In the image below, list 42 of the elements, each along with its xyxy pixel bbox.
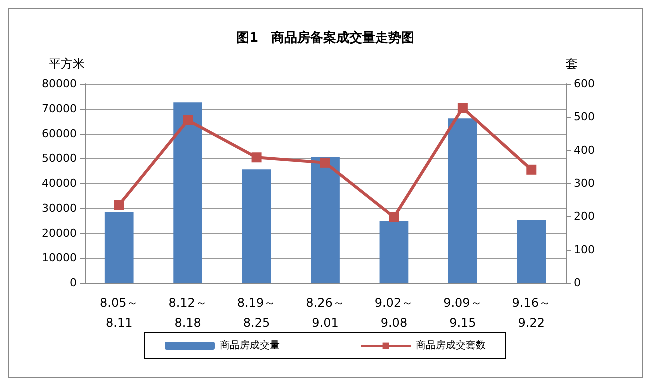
- y-tick-label: 60000: [42, 127, 77, 140]
- y-tick-label: 10000: [42, 252, 77, 265]
- y-tick-label: 20000: [42, 226, 77, 240]
- x-tick-label: 8.05～ 8.11: [100, 296, 139, 330]
- y-tick-label: 50000: [42, 152, 77, 166]
- bar: [448, 118, 478, 283]
- y2-tick-label: 600: [574, 78, 595, 90]
- bar: [380, 222, 409, 283]
- chart-title: 图1 商品房备案成交量走势图: [236, 30, 415, 46]
- y2-tick-label: 200: [574, 210, 595, 224]
- bar: [242, 170, 272, 283]
- y-tick-label: 0: [70, 276, 77, 290]
- legend-label: 商品房成交量: [220, 340, 280, 352]
- y2-tick-label: 0: [574, 276, 581, 290]
- y-tick-label: 40000: [42, 177, 77, 190]
- x-tick-label: 9.16～ 9.22: [512, 296, 551, 330]
- point: [252, 152, 262, 163]
- y2-tick-label: 100: [574, 243, 595, 256]
- point: [389, 212, 400, 222]
- y-tick-label: 70000: [42, 102, 77, 116]
- y2-tick-label: 400: [574, 144, 595, 157]
- y-tick-label: 80000: [42, 78, 77, 90]
- bar: [174, 102, 202, 283]
- legend-label: 商品房成交套数: [416, 340, 486, 352]
- point: [114, 200, 124, 210]
- x-tick-label: 8.26～ 9.01: [306, 296, 345, 330]
- bar: [311, 157, 340, 283]
- point: [320, 158, 330, 168]
- y2-tick-label: 300: [574, 177, 595, 190]
- x-tick-label: 8.19～ 8.25: [237, 296, 276, 330]
- bar: [517, 220, 546, 283]
- bar: [104, 212, 134, 283]
- y2-axis-title: 套: [566, 57, 578, 71]
- point: [526, 164, 537, 175]
- x-tick-label: 8.12～ 8.18: [168, 296, 208, 330]
- y-axis-title: 平方米: [49, 57, 85, 71]
- y-tick-label: 30000: [42, 202, 77, 215]
- y2-tick-label: 500: [574, 110, 595, 124]
- x-tick-label: 9.02～ 9.08: [374, 296, 414, 330]
- point: [458, 103, 468, 114]
- x-tick-label: 9.09～ 9.15: [444, 296, 482, 330]
- point: [183, 115, 194, 126]
